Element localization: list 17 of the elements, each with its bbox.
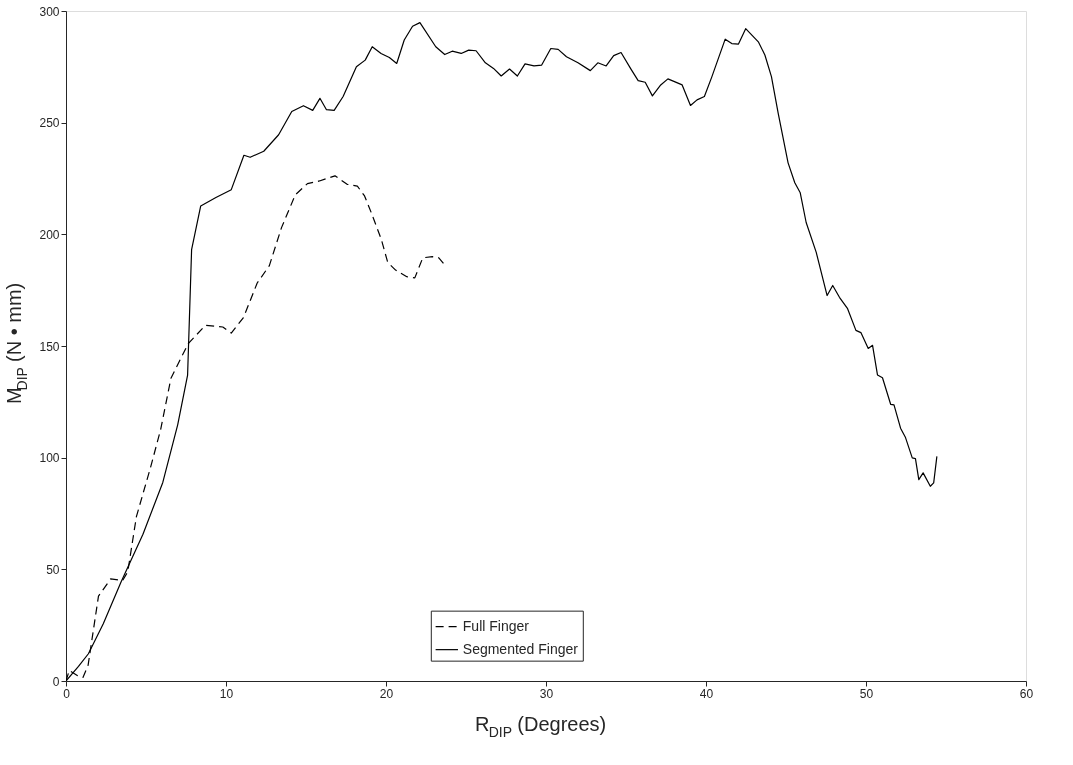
y-tick-label: 50 [46, 562, 60, 577]
y-tick-label: 200 [39, 227, 60, 242]
x-tick-label: 30 [539, 686, 554, 701]
x-tick-label: 20 [379, 686, 394, 701]
y-tick-label: 150 [39, 339, 60, 354]
y-tick-label: 300 [39, 4, 60, 19]
x-tick-label: 50 [859, 686, 874, 701]
x-tick-label: 60 [1019, 686, 1034, 701]
legend-label: Segmented Finger [462, 640, 579, 657]
legend-label: Full Finger [462, 617, 530, 634]
x-tick-label: 0 [63, 686, 71, 701]
x-tick-label: 40 [699, 686, 714, 701]
x-tick-label: 10 [219, 686, 234, 701]
y-axis-title: MDIP (N • mm) [3, 282, 30, 405]
y-tick-label: 0 [52, 674, 60, 689]
y-tick-label: 250 [39, 116, 60, 131]
y-tick-label: 100 [39, 451, 60, 466]
